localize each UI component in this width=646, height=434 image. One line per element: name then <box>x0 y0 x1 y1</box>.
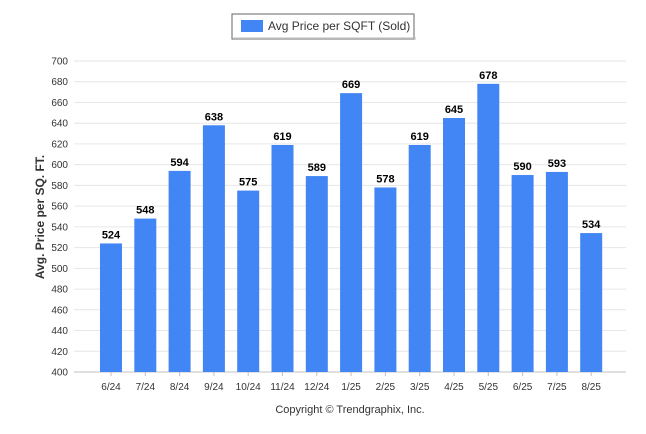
bar <box>477 83 500 372</box>
bar <box>374 187 397 372</box>
y-tick-label: 560 <box>51 202 68 213</box>
legend: Avg Price per SQFT (Sold) <box>231 13 416 40</box>
x-axis-ticks: 6/24 7/24 8/24 9/24 10/24 11/24 12/24 1/25 2/25 3… <box>101 372 601 393</box>
x-tick-label: 9/24 <box>204 382 224 393</box>
y-tick-label: 440 <box>51 326 68 337</box>
y-tick-label: 520 <box>51 243 68 254</box>
x-tick-label: 7/25 <box>547 382 567 393</box>
bar <box>168 170 191 372</box>
y-tick-label: 660 <box>51 98 68 109</box>
bar <box>134 218 157 372</box>
y-tick-label: 580 <box>51 181 68 192</box>
bar <box>580 233 603 372</box>
y-tick-label: 500 <box>51 264 68 275</box>
data-labels: 524 548 594 638 575 619 589 669 578 619 645 678 590 5… <box>102 70 601 242</box>
y-tick-label: 700 <box>51 57 68 68</box>
data-label: 524 <box>102 229 121 241</box>
data-label: 590 <box>513 161 531 173</box>
legend-shadow <box>234 37 416 40</box>
bar <box>408 144 431 372</box>
bar <box>305 176 328 372</box>
bar <box>545 171 568 372</box>
y-tick-label: 420 <box>51 347 68 358</box>
data-label: 645 <box>445 104 463 116</box>
bar <box>340 93 363 373</box>
x-tick-label: 6/25 <box>513 382 533 393</box>
bar <box>511 175 534 372</box>
y-tick-label: 620 <box>51 139 68 150</box>
data-label: 669 <box>342 79 360 91</box>
x-tick-label: 2/25 <box>376 382 396 393</box>
y-tick-label: 460 <box>51 305 68 316</box>
y-tick-label: 640 <box>51 119 68 130</box>
x-tick-label: 11/24 <box>270 382 295 393</box>
data-label: 638 <box>205 111 223 123</box>
legend-label: Avg Price per SQFT (Sold) <box>268 19 410 33</box>
data-label: 678 <box>479 70 497 82</box>
x-tick-label: 5/25 <box>479 382 499 393</box>
bar <box>443 118 465 373</box>
y-tick-label: 400 <box>51 368 68 379</box>
data-label: 575 <box>239 177 257 189</box>
x-tick-label: 3/25 <box>410 382 430 393</box>
data-label: 589 <box>308 162 326 174</box>
y-tick-label: 480 <box>51 285 68 296</box>
x-tick-label: 4/25 <box>444 382 464 393</box>
data-label: 619 <box>273 131 291 143</box>
x-tick-label: 8/24 <box>170 382 190 393</box>
y-tick-label: 680 <box>51 77 68 88</box>
data-label: 578 <box>376 173 394 185</box>
x-tick-label: 6/24 <box>101 382 121 393</box>
x-tick-label: 1/25 <box>341 382 361 393</box>
bar <box>237 190 260 372</box>
data-label: 548 <box>136 205 154 217</box>
y-axis-ticks: 400 420 440 460 480 500 520 540 560 580 600 620 640 6… <box>51 57 68 379</box>
y-tick-label: 540 <box>51 222 68 233</box>
copyright-footer: Copyright © Trendgraphix, Inc. <box>275 404 424 416</box>
x-tick-label: 8/25 <box>581 382 601 393</box>
data-label: 593 <box>548 158 566 170</box>
x-tick-label: 7/24 <box>136 382 156 393</box>
data-label: 534 <box>582 219 601 231</box>
y-axis-label: Avg. Price per SQ. FT. <box>33 155 47 279</box>
bar <box>202 125 225 372</box>
y-tick-label: 600 <box>51 160 68 171</box>
x-tick-label: 10/24 <box>236 382 261 393</box>
data-label: 594 <box>170 157 189 169</box>
x-tick-label: 12/24 <box>304 382 329 393</box>
data-label: 619 <box>411 131 429 143</box>
legend-swatch <box>241 20 263 32</box>
bar <box>100 243 122 372</box>
bar <box>271 144 294 372</box>
bars <box>100 83 603 373</box>
